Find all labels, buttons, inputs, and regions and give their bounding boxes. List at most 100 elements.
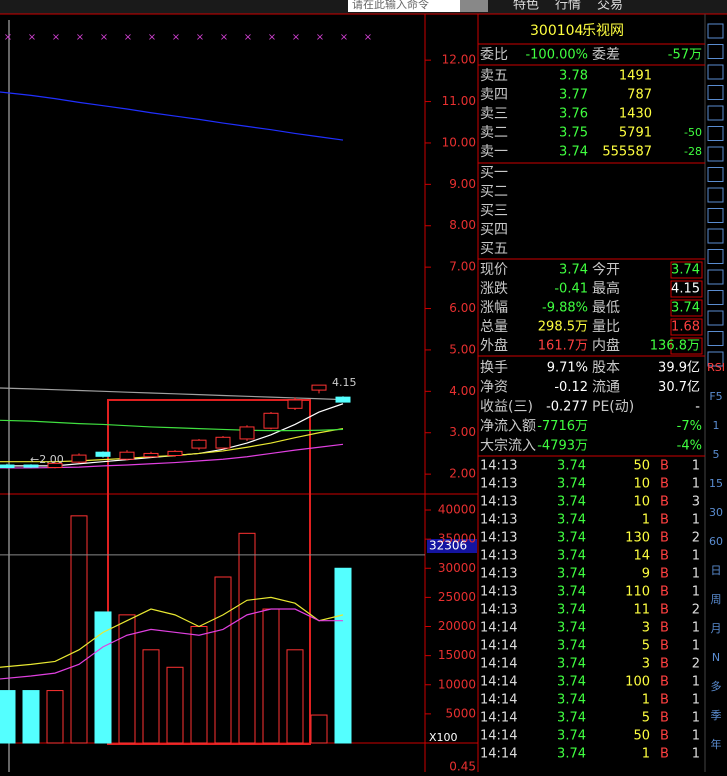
- side-button[interactable]: F5: [709, 390, 722, 403]
- side-button[interactable]: 1: [713, 419, 720, 432]
- y-tick-label: 7.00: [449, 260, 476, 274]
- candle-body: [47, 462, 63, 469]
- trade-side: B: [660, 747, 669, 762]
- tool-icon[interactable]: [707, 310, 724, 326]
- tool-icon[interactable]: [707, 23, 724, 39]
- tool-icon[interactable]: [707, 187, 724, 203]
- trade-count: 1: [692, 639, 700, 654]
- trade-price: 3.74: [557, 585, 586, 600]
- tool-icon[interactable]: [707, 290, 724, 305]
- side-button[interactable]: 30: [709, 506, 723, 519]
- next-pane-tick: 0.45: [449, 760, 476, 773]
- side-button[interactable]: 15: [709, 477, 723, 490]
- trade-time: 14:13: [480, 567, 517, 582]
- stat-value: 1.68: [671, 320, 700, 335]
- trade-count: 1: [692, 459, 700, 474]
- trade-time: 14:13: [480, 585, 517, 600]
- side-button[interactable]: 季: [711, 709, 722, 722]
- ask-volume: 5791: [619, 126, 652, 141]
- bid-label: 买五: [480, 241, 508, 257]
- tool-icon[interactable]: [707, 269, 724, 285]
- y-tick-label: 40000: [438, 503, 476, 517]
- trade-time: 14:14: [480, 657, 517, 672]
- trade-time: 14:14: [480, 729, 517, 744]
- low-annotation: ←2.00: [30, 453, 64, 466]
- stat-value: -7716万: [537, 419, 588, 434]
- trade-time: 14:13: [480, 477, 517, 492]
- marker: ×: [76, 32, 84, 43]
- stat-value: -4%: [677, 439, 702, 454]
- y-tick-label: 12.00: [442, 53, 476, 67]
- command-button[interactable]: [460, 0, 488, 12]
- menu-item[interactable]: 交易: [597, 0, 623, 13]
- current-volume-box: [427, 539, 477, 553]
- ask-label: 卖一: [480, 144, 508, 160]
- tool-icon[interactable]: [707, 228, 724, 244]
- tool-icon[interactable]: [707, 249, 724, 264]
- menu-item[interactable]: 行情: [555, 0, 581, 13]
- side-button[interactable]: 日: [711, 564, 722, 577]
- volume-bar: [46, 690, 64, 744]
- candle-body: [263, 412, 279, 429]
- side-button[interactable]: 月: [711, 622, 722, 635]
- trade-price: 3.74: [557, 747, 586, 762]
- tool-icon[interactable]: [707, 331, 724, 346]
- trade-count: 1: [692, 729, 700, 744]
- marker: ×: [292, 32, 300, 43]
- trade-time: 14:13: [480, 459, 517, 474]
- volume-bar: [118, 614, 136, 744]
- trade-volume: 3: [642, 657, 650, 672]
- marker: ×: [28, 32, 36, 43]
- tool-icon[interactable]: [707, 146, 724, 162]
- side-button[interactable]: 5: [713, 448, 720, 461]
- trade-volume: 50: [633, 729, 650, 744]
- side-button[interactable]: RSI: [707, 361, 725, 374]
- command-input[interactable]: [348, 0, 460, 12]
- trade-side: B: [660, 585, 669, 600]
- trade-price: 3.74: [557, 693, 586, 708]
- trade-price: 3.74: [557, 495, 586, 510]
- side-button[interactable]: 60: [709, 535, 723, 548]
- stat-value: 3.74: [671, 301, 700, 316]
- stat-value: -0.12: [554, 380, 588, 395]
- ask-price: 3.76: [559, 107, 588, 122]
- tool-icon[interactable]: [707, 208, 724, 223]
- tool-icon[interactable]: [707, 64, 724, 80]
- trade-count: 3: [692, 495, 700, 510]
- y-tick-label: 2.00: [449, 467, 476, 481]
- tool-icon[interactable]: [707, 167, 724, 182]
- side-button[interactable]: N: [712, 651, 720, 664]
- stat-label: 换手: [480, 359, 508, 376]
- side-button[interactable]: 周: [711, 593, 722, 606]
- y-tick-label: 5000: [445, 706, 476, 720]
- volume-bar: [334, 567, 352, 744]
- trade-side: B: [660, 675, 669, 690]
- value-box: [670, 261, 703, 279]
- tool-icon[interactable]: [707, 85, 724, 100]
- tool-icon[interactable]: [707, 44, 724, 59]
- trade-time: 14:14: [480, 675, 517, 690]
- marker: ×: [148, 32, 156, 43]
- candle-body: [23, 464, 39, 468]
- tool-icon[interactable]: [707, 126, 724, 141]
- trade-count: 1: [692, 513, 700, 528]
- y-tick-label: 11.00: [442, 94, 476, 108]
- stat-value: -4793万: [537, 439, 588, 454]
- volume-bar: [166, 666, 184, 744]
- candle-body: [0, 464, 15, 469]
- tool-icon[interactable]: [707, 105, 724, 121]
- tool-icon[interactable]: [707, 351, 724, 367]
- trade-side: B: [660, 603, 669, 618]
- ask-price: 3.77: [559, 88, 588, 103]
- side-button[interactable]: 多: [711, 679, 722, 693]
- ask-label: 卖四: [480, 87, 508, 103]
- menu-item[interactable]: 特色: [513, 0, 539, 13]
- trade-side: B: [660, 729, 669, 744]
- ma-line: [0, 419, 344, 432]
- stat-label: 大宗流入: [480, 438, 536, 454]
- stat-label: 今开: [592, 262, 620, 278]
- trade-volume: 110: [625, 585, 650, 600]
- y-tick-label: 35000: [438, 532, 476, 546]
- trade-count: 2: [692, 603, 700, 618]
- side-button[interactable]: 年: [711, 737, 722, 751]
